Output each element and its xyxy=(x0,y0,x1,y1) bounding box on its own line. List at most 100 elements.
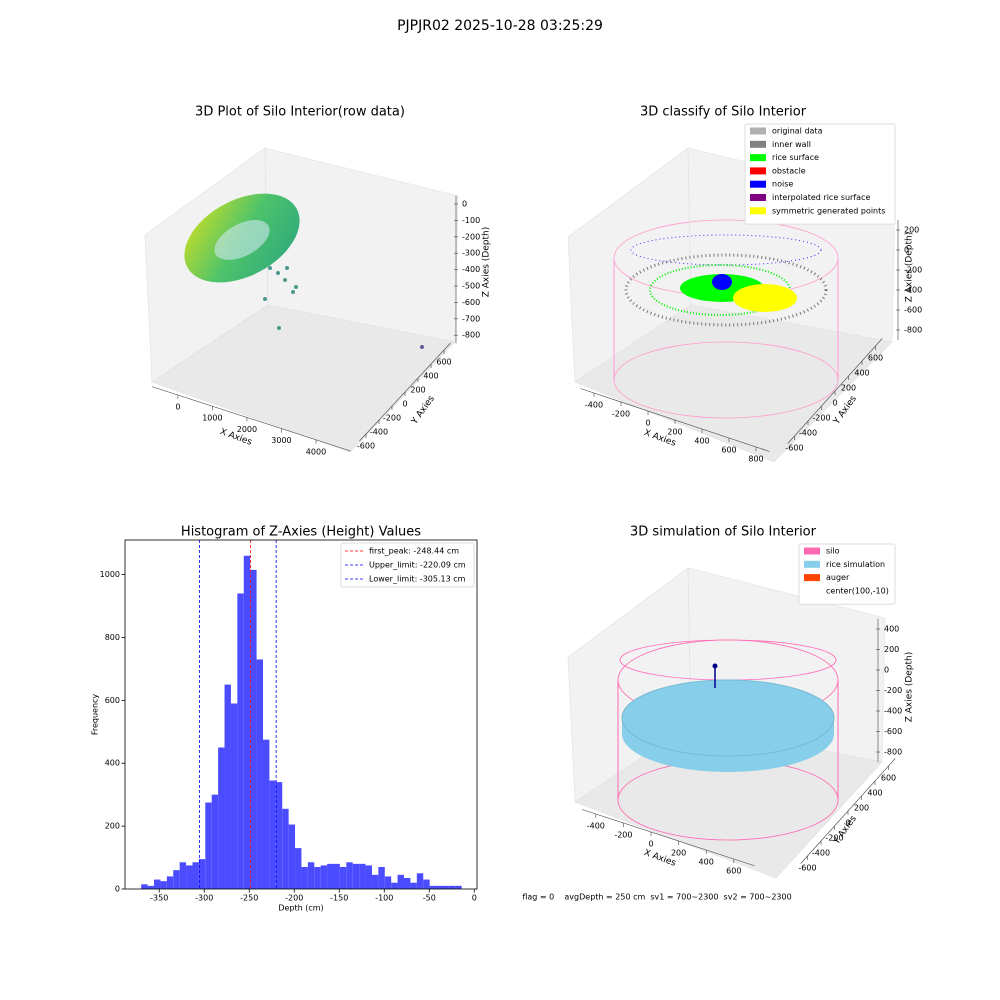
y-tick-label: 0 xyxy=(402,400,407,409)
legend-label: auger xyxy=(826,573,850,582)
x-tick-label: 600 xyxy=(726,867,741,876)
legend-label: inner wall xyxy=(772,140,811,149)
y-tick-label: 600 xyxy=(436,358,451,367)
figure-title: PJPJR02 2025-10-28 03:25:29 xyxy=(397,18,603,34)
x-tick-label: -100 xyxy=(375,894,393,903)
chart-title: 3D simulation of Silo Interior xyxy=(630,525,817,540)
bar xyxy=(179,862,187,889)
y-tick-label: -400 xyxy=(812,849,830,858)
bar xyxy=(339,866,347,889)
z-tick-label: -400 xyxy=(884,707,902,716)
legend-swatch xyxy=(750,154,766,162)
bar xyxy=(455,885,462,889)
x-tick-label: -300 xyxy=(195,894,213,903)
bar xyxy=(320,865,328,889)
bar xyxy=(307,862,315,889)
x-tick-label: -150 xyxy=(330,894,348,903)
bar xyxy=(346,862,353,889)
z-tick-label: -800 xyxy=(462,331,480,340)
z-tick-label: -200 xyxy=(884,686,902,695)
bar xyxy=(205,802,212,889)
bar xyxy=(141,884,148,889)
legend-swatch xyxy=(750,140,766,148)
x-tick-label: 800 xyxy=(748,455,763,464)
legend-label: symmetric generated points xyxy=(772,206,885,215)
bar xyxy=(404,877,411,889)
bar xyxy=(154,879,161,889)
bar xyxy=(359,863,366,889)
classified-cloud xyxy=(613,219,839,419)
z-tick-label: -800 xyxy=(884,748,902,757)
legend-box xyxy=(340,542,475,588)
bar xyxy=(250,569,257,889)
z-axis-label: Z Axies (Depth) xyxy=(905,652,915,723)
y-tick-label: 0 xyxy=(845,819,850,828)
y-tick-label: -200 xyxy=(383,414,401,423)
x-tick-label: 0 xyxy=(175,403,180,412)
legend-label: silo xyxy=(826,547,840,556)
y-tick-label: -400 xyxy=(799,429,817,438)
legend-label: rice surface xyxy=(772,153,819,162)
bar xyxy=(314,866,321,889)
bar xyxy=(282,808,289,889)
bar xyxy=(173,870,180,889)
y-tick-label: -400 xyxy=(370,428,388,437)
z-tick-label: -500 xyxy=(462,282,480,291)
x-tick-label: -200 xyxy=(285,894,303,903)
legend-label: first_peak: -248.44 cm xyxy=(369,547,459,556)
bar xyxy=(192,862,199,889)
legend-box xyxy=(798,543,896,605)
bar xyxy=(295,848,302,889)
bar xyxy=(237,593,244,889)
y-tick-label: 400 xyxy=(854,369,869,378)
z-tick-label: -700 xyxy=(462,314,480,323)
legend-label: interpolated rice surface xyxy=(772,193,870,202)
bar xyxy=(243,555,251,889)
z-tick-label: -600 xyxy=(884,727,902,736)
x-tick-label: 400 xyxy=(694,437,709,446)
bar xyxy=(378,866,385,889)
x-tick-label: 3000 xyxy=(271,436,291,445)
x-axis-line xyxy=(581,809,755,867)
x-tick-label: 2000 xyxy=(237,425,257,434)
bar xyxy=(147,885,155,889)
bar xyxy=(301,866,308,889)
y-axis-label: Frequency xyxy=(91,694,100,736)
y-tick-label: 200 xyxy=(854,804,869,813)
x-tick-label: -200 xyxy=(612,410,630,419)
bar xyxy=(256,659,263,889)
bar xyxy=(288,824,296,889)
legend-swatch xyxy=(804,574,820,582)
x-tick-label: 0 xyxy=(648,840,653,849)
y-tick-label: 400 xyxy=(867,789,882,798)
bar xyxy=(262,739,270,889)
x-axis-line xyxy=(151,386,351,452)
z-tick-label: -400 xyxy=(462,265,480,274)
bar xyxy=(448,885,456,889)
z-tick-label: -100 xyxy=(462,216,480,225)
x-tick-label: 600 xyxy=(721,446,736,455)
y-tick-label: 600 xyxy=(105,696,120,705)
legend-swatch xyxy=(750,180,766,188)
bar xyxy=(224,684,231,889)
bar xyxy=(397,874,405,889)
y-tick-label: 200 xyxy=(105,822,120,831)
y-tick-label: 0 xyxy=(832,399,837,408)
bar xyxy=(416,873,424,889)
x-tick-label: 200 xyxy=(667,428,682,437)
legend-label: center(100,-10) xyxy=(826,586,889,595)
panes xyxy=(144,147,896,879)
x-tick-label: 0 xyxy=(472,894,477,903)
bar xyxy=(410,882,417,889)
legend-label: Lower_limit: -305.13 cm xyxy=(369,575,466,584)
y-tick-label: 800 xyxy=(105,633,120,642)
x-tick-label: -200 xyxy=(614,831,632,840)
z-tick-label: 0 xyxy=(904,246,909,255)
y-tick-label: 0 xyxy=(115,885,120,894)
bar xyxy=(230,703,238,889)
bar xyxy=(333,863,340,889)
chart-title: 3D Plot of Silo Interior(row data) xyxy=(195,105,405,120)
z-tick-label: -600 xyxy=(904,306,922,315)
bar xyxy=(423,879,430,889)
x-tick-label: -400 xyxy=(587,822,605,831)
